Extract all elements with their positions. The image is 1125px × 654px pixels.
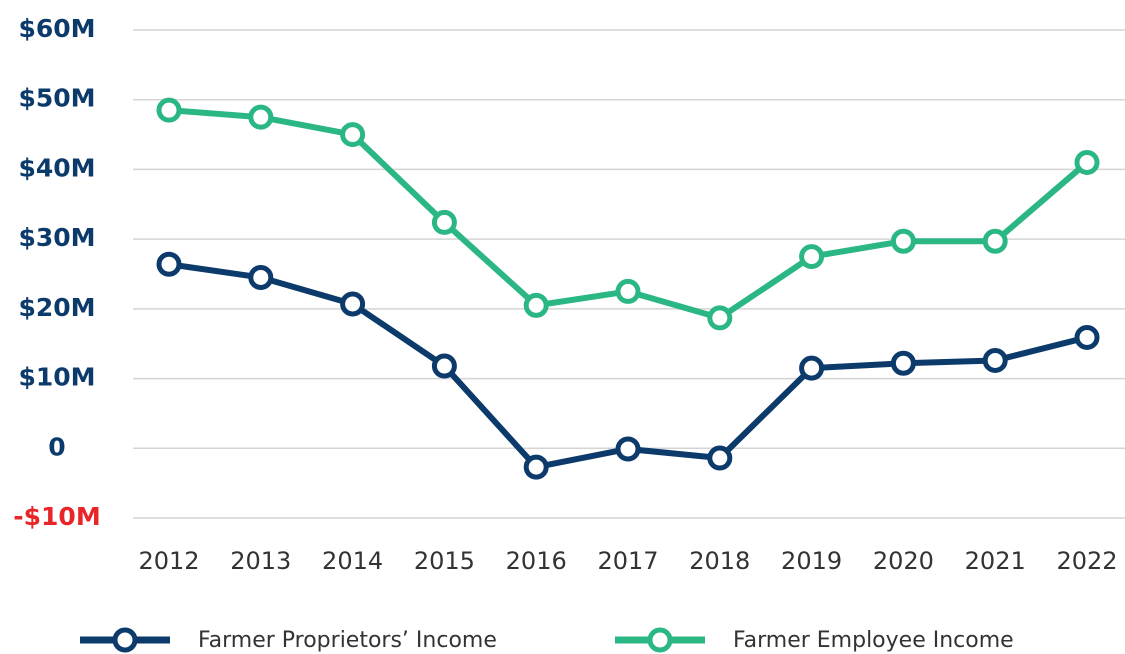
y-tick-label: $20M: [18, 293, 95, 322]
point-marker: [340, 291, 366, 317]
point-marker: [890, 228, 916, 254]
point-marker: [799, 355, 825, 381]
legend-label: Farmer Employee Income: [733, 628, 1014, 653]
point-marker: [523, 454, 549, 480]
y-tick-label: $50M: [18, 84, 95, 113]
y-tick-label: 0: [48, 432, 65, 461]
x-tick-label: 2021: [965, 547, 1026, 575]
point-marker: [799, 244, 825, 270]
legend-label: Farmer Proprietors’ Income: [198, 628, 497, 653]
x-tick-label: 2012: [138, 547, 199, 575]
y-tick-label: -$10M: [13, 502, 100, 531]
point-marker: [431, 209, 457, 235]
x-tick-label: 2014: [322, 547, 383, 575]
point-marker: [615, 436, 641, 462]
y-tick-label: $30M: [18, 223, 95, 252]
y-tick-label: $60M: [18, 14, 95, 43]
point-marker: [248, 264, 274, 290]
point-marker: [248, 104, 274, 130]
point-marker: [1074, 324, 1100, 350]
legend-marker: [112, 627, 138, 653]
point-marker: [156, 97, 182, 123]
x-tick-label: 2019: [781, 547, 842, 575]
point-marker: [523, 292, 549, 318]
x-tick-label: 2022: [1056, 547, 1117, 575]
x-tick-label: 2018: [689, 547, 750, 575]
point-marker: [707, 305, 733, 331]
point-marker: [615, 278, 641, 304]
x-tick-label: 2016: [506, 547, 567, 575]
point-marker: [982, 228, 1008, 254]
point-marker: [1074, 149, 1100, 175]
point-marker: [890, 350, 916, 376]
y-tick-label: $10M: [18, 363, 95, 392]
point-marker: [340, 122, 366, 148]
x-tick-label: 2013: [230, 547, 291, 575]
point-marker: [431, 353, 457, 379]
legend-marker: [647, 627, 673, 653]
x-tick-label: 2015: [414, 547, 475, 575]
point-marker: [156, 251, 182, 277]
x-tick-label: 2020: [873, 547, 934, 575]
point-marker: [982, 347, 1008, 373]
point-marker: [707, 445, 733, 471]
y-tick-label: $40M: [18, 153, 95, 182]
x-tick-label: 2017: [597, 547, 658, 575]
